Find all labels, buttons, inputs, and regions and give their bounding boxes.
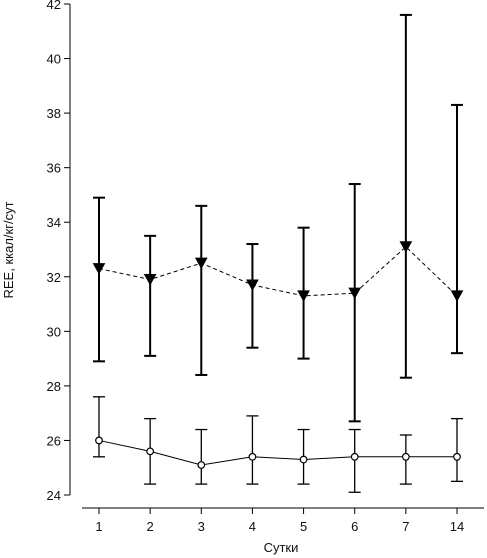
data-point-triangle — [92, 263, 106, 275]
data-point-triangle — [297, 290, 310, 302]
data-point-circle — [299, 455, 308, 464]
data-point-circle — [197, 461, 206, 469]
y-tick-label: 42 — [47, 0, 61, 12]
y-tick-label: 24 — [47, 488, 61, 503]
y-tick-label: 38 — [47, 106, 61, 121]
y-tick-label: 32 — [47, 270, 61, 285]
y-tick-label: 40 — [47, 52, 61, 67]
data-point-circle — [248, 452, 257, 461]
data-point-triangle — [246, 279, 259, 291]
y-axis-title: REE, ккал/кг/сут — [1, 201, 16, 298]
series-1 — [92, 13, 464, 423]
y-tick-label: 36 — [47, 161, 61, 176]
data-point-circle — [453, 452, 461, 461]
data-point-triangle — [143, 274, 157, 286]
x-tick-label: 6 — [351, 519, 358, 534]
data-point-circle — [146, 447, 155, 456]
data-point-circle — [95, 436, 103, 445]
series-line — [98, 246, 458, 297]
y-tick-label: 34 — [47, 215, 61, 230]
x-tick-label: 3 — [198, 519, 205, 534]
data-point-circle — [350, 452, 359, 461]
data-point-triangle — [348, 287, 362, 300]
x-tick-label: 1 — [95, 519, 102, 534]
x-axis-title: Сутки — [264, 540, 299, 555]
data-point-circle — [401, 452, 410, 461]
x-tick-label: 14 — [450, 519, 464, 534]
series-2 — [93, 396, 463, 493]
y-tick-label: 26 — [47, 433, 61, 448]
x-tick-label: 7 — [402, 519, 409, 534]
data-point-triangle — [450, 290, 464, 302]
y-tick-label: 30 — [47, 324, 61, 339]
x-tick-label: 5 — [300, 519, 307, 534]
x-tick-label: 4 — [249, 519, 256, 534]
x-tick-label: 2 — [147, 519, 154, 534]
y-tick-label: 28 — [47, 379, 61, 394]
data-point-triangle — [194, 257, 208, 270]
series-line — [98, 439, 457, 466]
series-layer — [92, 13, 464, 493]
data-point-triangle — [399, 241, 413, 253]
